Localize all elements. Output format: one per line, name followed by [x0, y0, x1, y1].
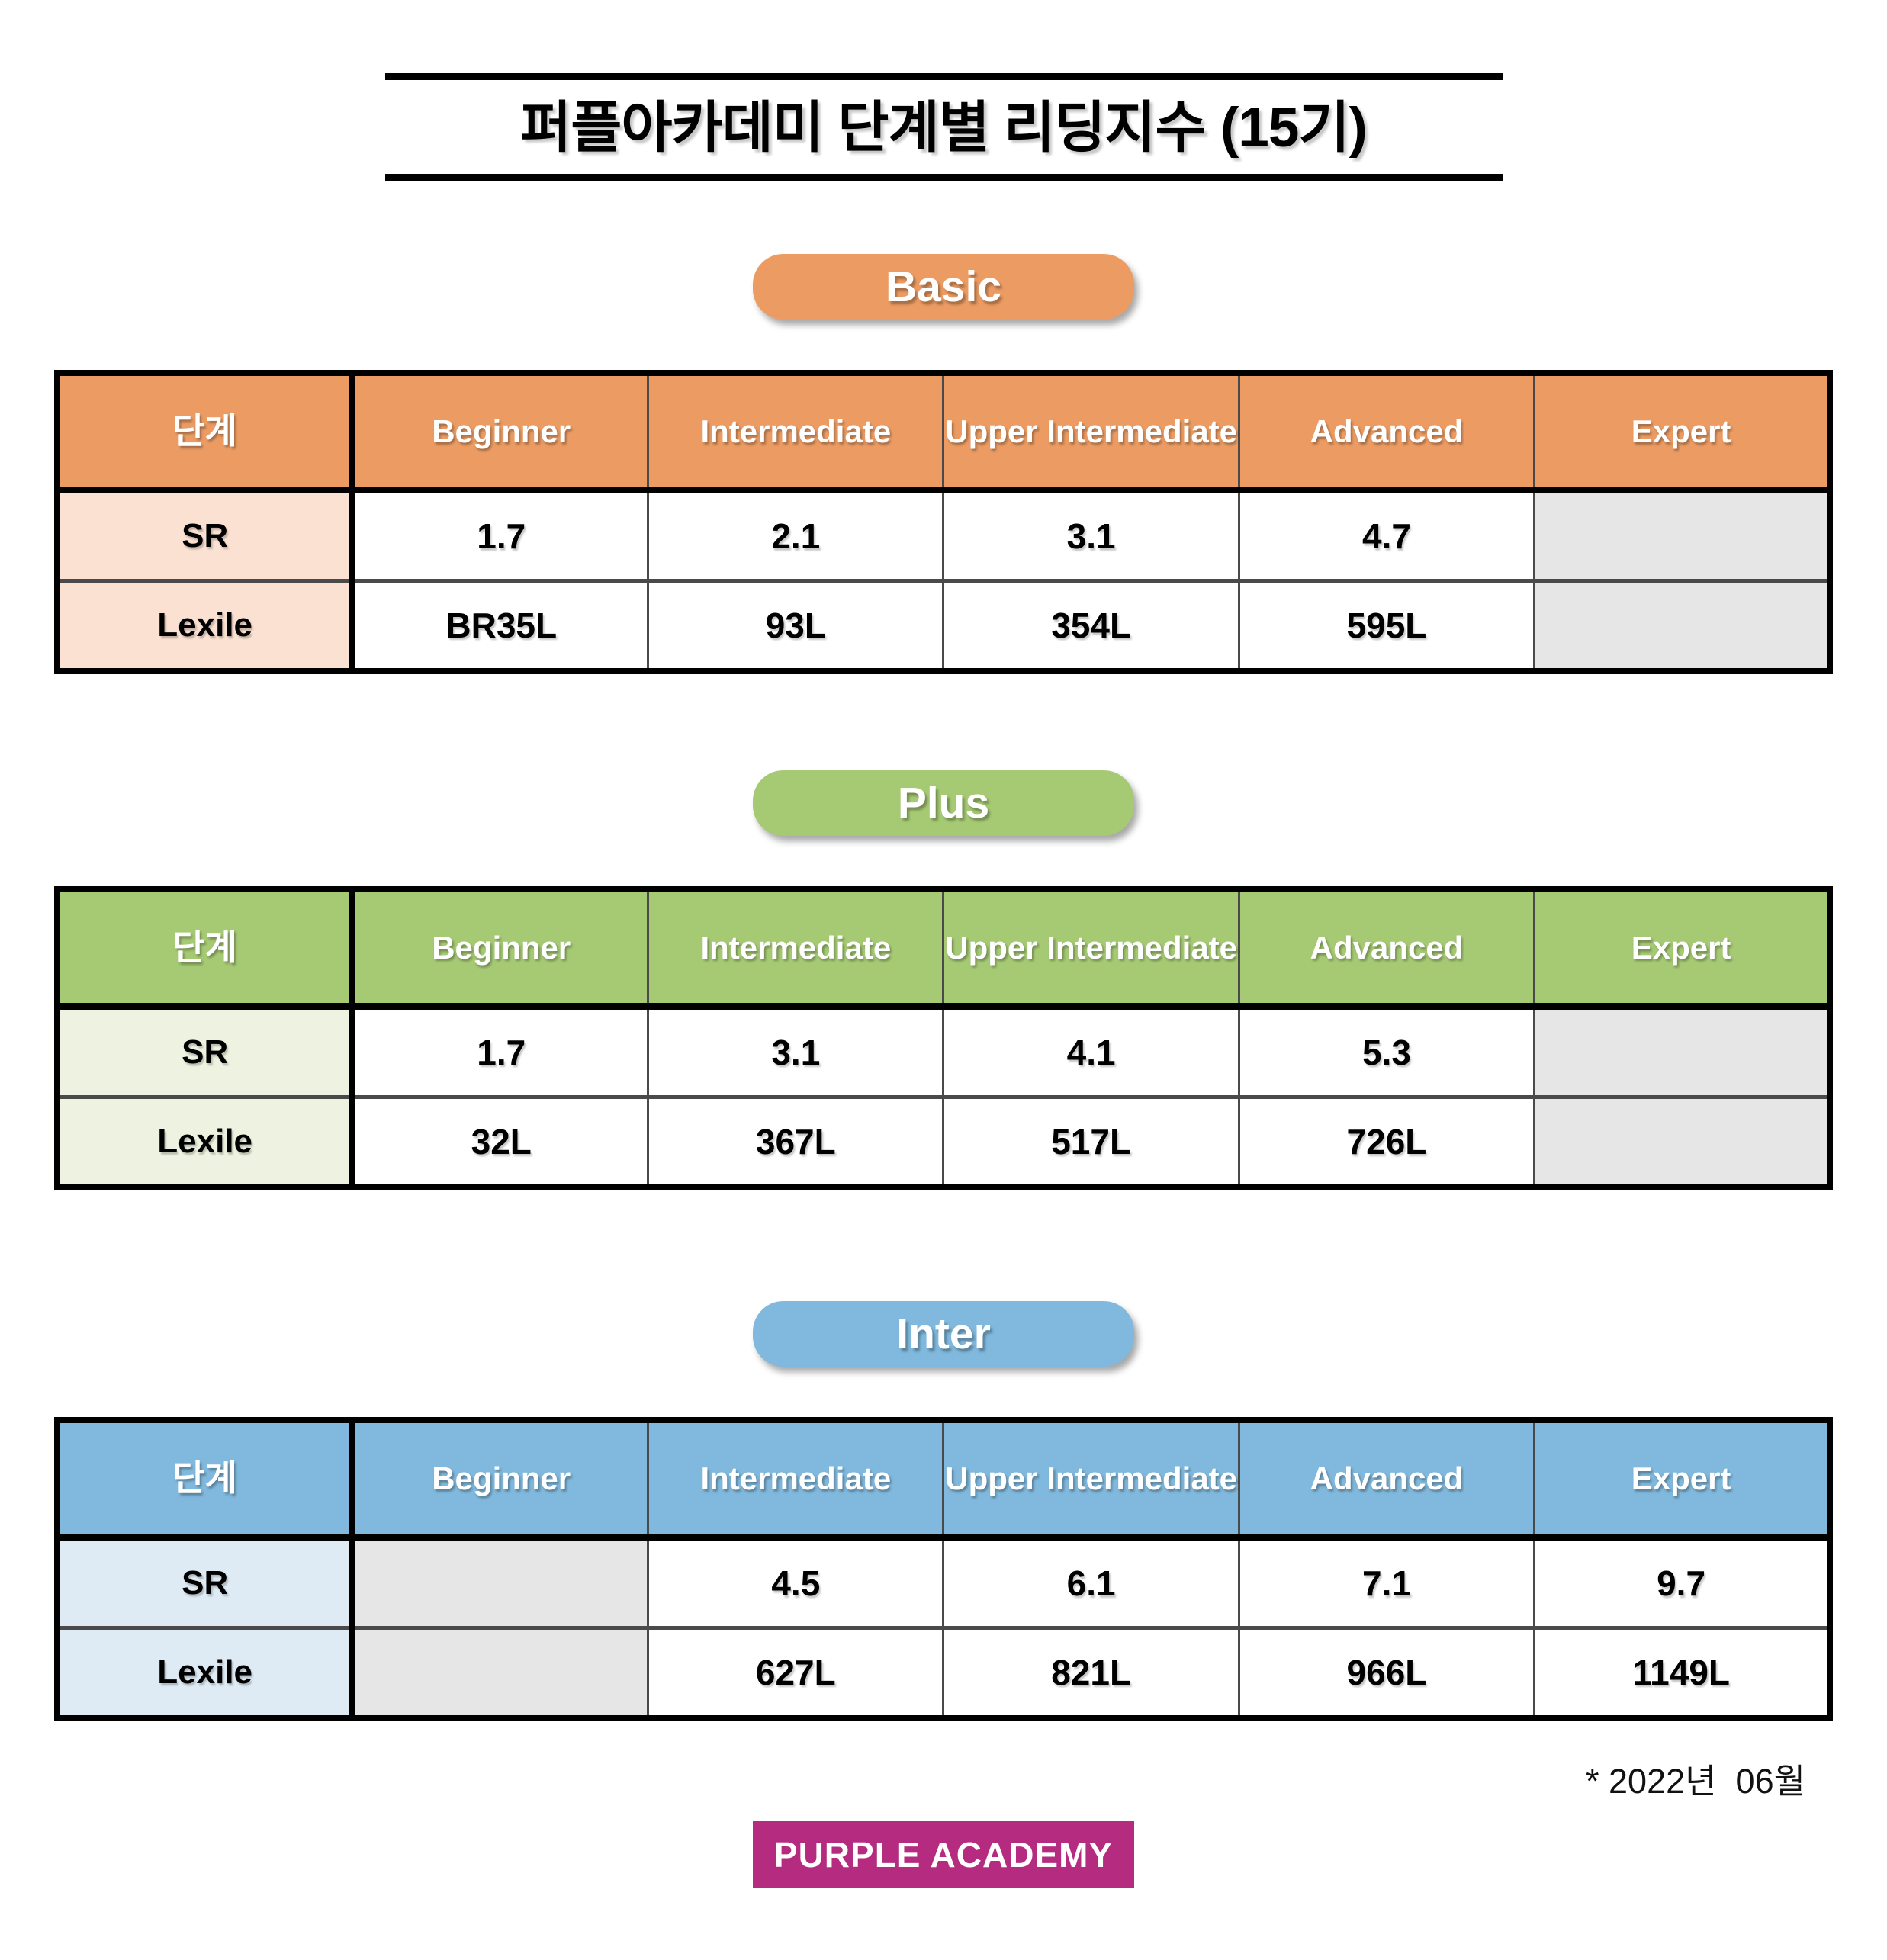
plus-sr-row-label: SR [53, 1005, 356, 1098]
inter-col-header-level: 단계 [53, 1417, 356, 1541]
inter-sr-row: SR 4.5 6.1 7.1 9.7 [53, 1536, 1834, 1629]
basic-col-header-intermediate: Intermediate [647, 370, 945, 493]
inter-sr-row-label: SR [53, 1536, 356, 1629]
empty-cell [1533, 1095, 1834, 1190]
title-bottom-rule [384, 174, 1503, 181]
value-cell: 2.1 [647, 489, 945, 582]
empty-cell [1533, 1005, 1834, 1098]
plus-col-header-expert: Expert [1533, 886, 1834, 1010]
inter-lexile-row: Lexile 627L 821L 966L 1149L [53, 1626, 1834, 1721]
plus-section: Plus 단계 Beginner Intermediate Upper Inte… [0, 770, 1887, 1190]
plus-header-row: 단계 Beginner Intermediate Upper Intermedi… [53, 886, 1834, 1010]
basic-section: Basic 단계 Beginner Intermediate Upper Int… [0, 254, 1887, 674]
value-cell: BR35L [351, 579, 650, 674]
plus-table: 단계 Beginner Intermediate Upper Intermedi… [53, 886, 1834, 1190]
logo-block: PURPLE ACADEMY [0, 1821, 1887, 1888]
date-footnote: * 2022년 06월 [1586, 1762, 1805, 1801]
plus-col-header-advanced: Advanced [1237, 886, 1536, 1010]
value-cell: 1.7 [351, 489, 650, 582]
basic-sr-row: SR 1.7 2.1 3.1 4.7 [53, 489, 1834, 582]
inter-col-header-upper-intermediate: Upper Intermediate [942, 1417, 1240, 1541]
value-cell: 517L [942, 1095, 1240, 1190]
basic-header-row: 단계 Beginner Intermediate Upper Intermedi… [53, 370, 1834, 493]
empty-cell [1533, 489, 1834, 582]
plus-col-header-intermediate: Intermediate [647, 886, 945, 1010]
value-cell: 1.7 [351, 1005, 650, 1098]
plus-col-header-beginner: Beginner [351, 886, 650, 1010]
inter-lexile-row-label: Lexile [53, 1626, 356, 1721]
value-cell: 7.1 [1237, 1536, 1536, 1629]
value-cell: 3.1 [942, 489, 1240, 582]
plus-sr-row: SR 1.7 3.1 4.1 5.3 [53, 1005, 1834, 1098]
basic-col-header-beginner: Beginner [351, 370, 650, 493]
value-cell: 6.1 [942, 1536, 1240, 1629]
plus-lexile-row: Lexile 32L 367L 517L 726L [53, 1095, 1834, 1190]
value-cell: 966L [1237, 1626, 1536, 1721]
basic-col-header-advanced: Advanced [1237, 370, 1536, 493]
basic-sr-row-label: SR [53, 489, 356, 582]
title-top-rule [384, 73, 1503, 80]
value-cell: 9.7 [1533, 1536, 1834, 1629]
value-cell: 4.5 [647, 1536, 945, 1629]
basic-level-badge: Basic [753, 254, 1134, 320]
value-cell: 354L [942, 579, 1240, 674]
basic-col-header-level: 단계 [53, 370, 356, 493]
value-cell: 1149L [1533, 1626, 1834, 1721]
basic-col-header-expert: Expert [1533, 370, 1834, 493]
plus-lexile-row-label: Lexile [53, 1095, 356, 1190]
inter-header-row: 단계 Beginner Intermediate Upper Intermedi… [53, 1417, 1834, 1541]
empty-cell [351, 1626, 650, 1721]
value-cell: 367L [647, 1095, 945, 1190]
value-cell: 595L [1237, 579, 1536, 674]
value-cell: 93L [647, 579, 945, 674]
inter-col-header-expert: Expert [1533, 1417, 1834, 1541]
inter-section: Inter 단계 Beginner Intermediate Upper Int… [0, 1301, 1887, 1721]
plus-level-badge: Plus [753, 770, 1134, 836]
value-cell: 3.1 [647, 1005, 945, 1098]
plus-col-header-level: 단계 [53, 886, 356, 1010]
basic-table: 단계 Beginner Intermediate Upper Intermedi… [53, 370, 1834, 674]
inter-level-badge: Inter [753, 1301, 1134, 1367]
value-cell: 627L [647, 1626, 945, 1721]
value-cell: 4.7 [1237, 489, 1536, 582]
value-cell: 32L [351, 1095, 650, 1190]
basic-col-header-upper-intermediate: Upper Intermediate [942, 370, 1240, 493]
inter-table: 단계 Beginner Intermediate Upper Intermedi… [53, 1417, 1834, 1721]
plus-col-header-upper-intermediate: Upper Intermediate [942, 886, 1240, 1010]
empty-cell [351, 1536, 650, 1629]
purple-academy-logo: PURPLE ACADEMY [752, 1821, 1135, 1888]
page-title: 퍼플아카데미 단계별 리딩지수 (15기) [520, 97, 1368, 159]
inter-col-header-intermediate: Intermediate [647, 1417, 945, 1541]
value-cell: 4.1 [942, 1005, 1240, 1098]
inter-col-header-beginner: Beginner [351, 1417, 650, 1541]
basic-lexile-row: Lexile BR35L 93L 354L 595L [53, 579, 1834, 674]
footnote-block: * 2022년 06월 [54, 1753, 1833, 1803]
empty-cell [1533, 579, 1834, 674]
basic-lexile-row-label: Lexile [53, 579, 356, 674]
value-cell: 821L [942, 1626, 1240, 1721]
title-block: 퍼플아카데미 단계별 리딩지수 (15기) [384, 73, 1503, 181]
inter-col-header-advanced: Advanced [1237, 1417, 1536, 1541]
value-cell: 5.3 [1237, 1005, 1536, 1098]
value-cell: 726L [1237, 1095, 1536, 1190]
